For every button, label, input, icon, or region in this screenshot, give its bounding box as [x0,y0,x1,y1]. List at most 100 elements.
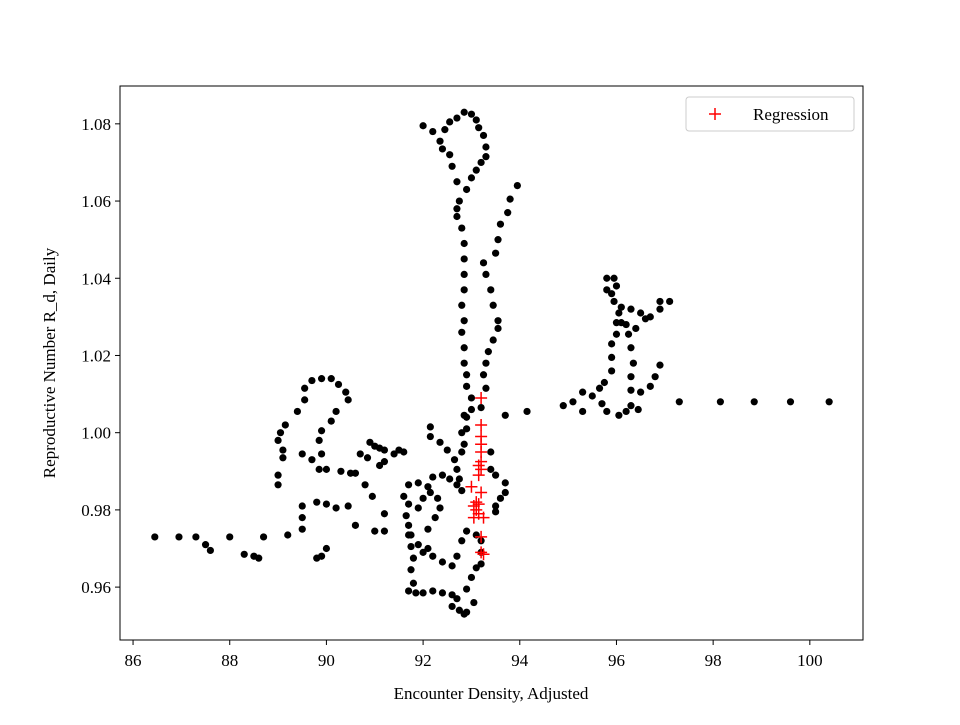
point [426,488,434,497]
point [455,197,463,205]
point [308,456,316,464]
point [496,220,505,228]
point [414,504,422,512]
point [361,481,369,489]
plus-marker [475,463,488,476]
plus-stroke [465,480,478,493]
point [750,398,758,406]
point [501,411,509,419]
point [612,282,621,290]
point [513,182,521,190]
plot-frame [119,85,864,641]
point [610,274,618,282]
point [482,270,490,278]
point [453,114,461,122]
point [453,552,461,560]
point [298,514,306,522]
point [380,446,389,454]
point [351,469,360,477]
point [617,303,625,311]
plus-stroke [475,391,488,404]
point [317,375,326,383]
point [475,124,483,132]
y-tick-label: 1.02 [81,346,111,365]
point [487,286,495,294]
y-tick-label: 1.04 [81,269,111,288]
point [472,166,480,174]
point [356,450,364,458]
point [603,286,611,294]
point [477,158,485,167]
point [274,471,282,479]
point [404,521,413,529]
point [463,382,471,390]
point [450,456,459,464]
point [637,309,645,317]
point [317,552,326,560]
point [477,560,485,568]
y-tick-label: 1.06 [81,192,111,211]
point [492,502,500,510]
plus-marker [472,469,485,482]
point [460,317,468,325]
point [460,440,468,448]
point [436,438,444,446]
point [622,407,630,416]
point [414,479,422,487]
point [274,481,282,489]
point [608,340,616,348]
point [424,544,432,553]
point [322,500,331,508]
point [494,236,502,244]
point [426,432,434,441]
point [458,448,466,456]
point [342,388,350,396]
point [380,510,389,518]
point [276,429,285,437]
point [506,195,514,203]
point [298,502,306,510]
point [666,297,674,306]
point [458,486,466,495]
point [453,178,461,186]
point [151,533,159,541]
point [448,162,456,170]
point [494,317,502,325]
point [412,589,420,597]
point [317,450,326,458]
y-tick-label: 1.08 [81,115,111,134]
point [453,465,461,473]
point [375,461,384,470]
point [446,118,454,126]
point [402,512,410,520]
plus-stroke [477,511,490,524]
point [504,209,512,217]
point [559,402,567,410]
point [598,400,606,408]
point [409,554,418,562]
point [651,373,659,381]
point [255,554,263,562]
point [656,305,664,313]
point [467,394,476,402]
plus-stroke [475,463,488,476]
point [641,315,650,323]
point [301,384,309,392]
point [308,376,316,385]
point [424,525,432,533]
point [617,319,625,327]
point [479,371,488,379]
point [226,533,234,541]
point [467,573,476,582]
point [448,602,456,611]
x-tick-label: 94 [511,651,529,670]
point [825,398,833,406]
point [467,174,476,182]
point [455,475,463,483]
point [453,595,461,603]
point [298,525,306,533]
x-tick-label: 96 [608,651,625,670]
point [446,475,454,483]
point [463,425,471,433]
